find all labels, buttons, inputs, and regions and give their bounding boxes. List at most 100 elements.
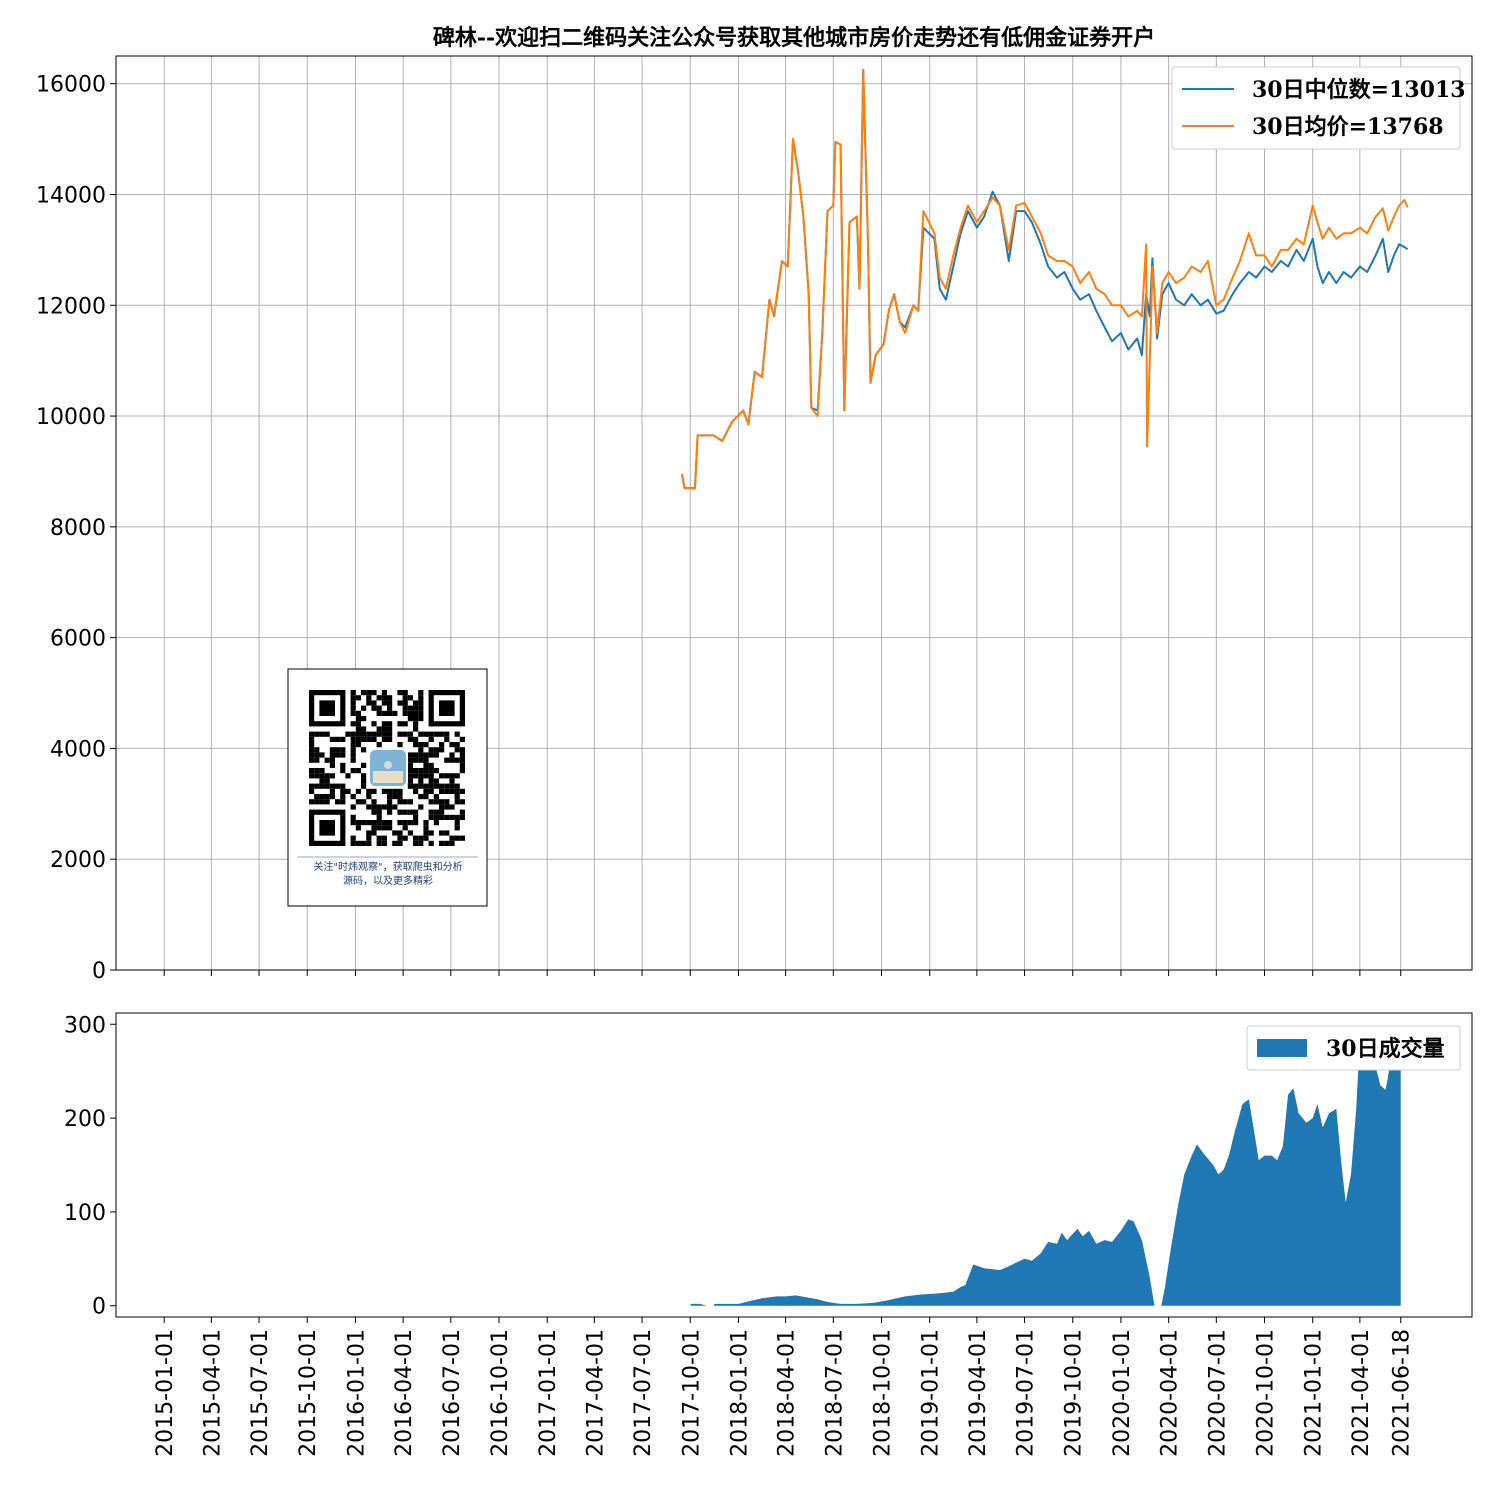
qr-module — [407, 705, 413, 711]
qr-module — [397, 721, 403, 727]
qr-module — [361, 747, 367, 753]
qr-module — [314, 799, 320, 805]
bottom-x-tick-label: 2016-07-01 — [440, 1329, 465, 1457]
qr-module — [407, 830, 413, 836]
qr-module — [407, 716, 413, 722]
qr-module — [314, 747, 320, 753]
qr-module — [418, 695, 424, 701]
qr-module — [350, 752, 356, 758]
qr-finder-core — [439, 700, 455, 716]
qr-module — [371, 736, 377, 742]
qr-module — [381, 695, 387, 701]
top-y-tick-label: 16000 — [36, 73, 106, 98]
qr-module — [314, 757, 320, 763]
bottom-x-tick-label: 2019-10-01 — [1062, 1329, 1087, 1457]
qr-avatar-beach-icon — [373, 771, 403, 783]
bottom-legend: 30日成交量 — [1246, 1025, 1461, 1071]
qr-module — [433, 783, 439, 789]
qr-module — [314, 773, 320, 779]
qr-module — [418, 783, 424, 789]
qr-module — [449, 783, 455, 789]
qr-module — [413, 716, 419, 722]
qr-module — [309, 731, 315, 737]
qr-module — [361, 840, 367, 846]
qr-module — [381, 825, 387, 831]
qr-module — [407, 736, 413, 742]
qr-code-image — [309, 690, 465, 846]
qr-module — [449, 835, 455, 841]
qr-module — [319, 768, 325, 774]
qr-module — [418, 731, 424, 737]
qr-module — [355, 695, 361, 701]
qr-module — [366, 804, 372, 810]
bottom-x-tick-label: 2018-04-01 — [775, 1329, 800, 1457]
qr-module — [402, 825, 408, 831]
bottom-x-tick-label: 2016-01-01 — [344, 1329, 369, 1457]
bottom-x-tick-label: 2015-01-01 — [153, 1329, 178, 1457]
qr-module — [387, 794, 393, 800]
qr-module — [392, 710, 398, 716]
top-y-axis: 0 2000 4000 6000 8000 10000 12000 14000 16000 — [36, 73, 116, 984]
bottom-x-tick-label: 2020-04-01 — [1158, 1329, 1183, 1457]
bottom-x-tick-label: 2021-04-01 — [1349, 1329, 1374, 1457]
qr-module — [454, 742, 460, 748]
qr-module — [355, 726, 361, 732]
qr-module — [309, 788, 315, 794]
qr-module — [361, 820, 367, 826]
qr-module — [335, 752, 341, 758]
qr-module — [309, 768, 315, 774]
qr-module — [413, 820, 419, 826]
qr-module — [423, 835, 429, 841]
qr-module — [355, 731, 361, 737]
qr-module — [413, 710, 419, 716]
qr-module — [402, 690, 408, 696]
qr-module — [329, 736, 335, 742]
qr-module — [423, 762, 429, 768]
qr-module — [355, 716, 361, 722]
qr-module — [423, 757, 429, 763]
qr-module — [454, 794, 460, 800]
qr-module — [361, 778, 367, 784]
qr-module — [381, 736, 387, 742]
qr-module — [413, 757, 419, 763]
qr-module — [423, 731, 429, 737]
qr-module — [392, 804, 398, 810]
bottom-y-tick-label: 0 — [92, 1295, 106, 1320]
qr-module — [381, 731, 387, 737]
qr-module — [319, 752, 325, 758]
qr-module — [459, 835, 465, 841]
qr-module — [428, 778, 434, 784]
qr-module — [418, 705, 424, 711]
qr-module — [444, 731, 450, 737]
qr-module — [454, 825, 460, 831]
qr-code-card: 关注"时炜观察"，获取爬虫和分析 源码，以及更多精彩 — [287, 668, 488, 907]
qr-module — [319, 783, 325, 789]
qr-module — [376, 804, 382, 810]
bottom-y-tick-label: 100 — [64, 1201, 106, 1226]
qr-module — [345, 773, 351, 779]
qr-module — [407, 768, 413, 774]
qr-module — [340, 799, 346, 805]
qr-module — [397, 820, 403, 826]
qr-module — [371, 721, 377, 727]
qr-module — [413, 783, 419, 789]
bottom-x-tick-label: 2021-01-01 — [1302, 1329, 1327, 1457]
qr-module — [449, 742, 455, 748]
qr-module — [407, 809, 413, 815]
qr-module — [418, 840, 424, 846]
qr-module — [413, 742, 419, 748]
qr-module — [361, 736, 367, 742]
bottom-x-tick-label: 2017-07-01 — [631, 1329, 656, 1457]
qr-module — [340, 736, 346, 742]
qr-module — [376, 726, 382, 732]
top-legend: 30日中位数=13013 30日均价=13768 — [1171, 66, 1466, 150]
qr-module — [350, 814, 356, 820]
qr-module — [361, 690, 367, 696]
qr-module — [329, 757, 335, 763]
qr-module — [402, 700, 408, 706]
qr-module — [407, 752, 413, 758]
qr-module — [418, 773, 424, 779]
bottom-x-tick-label: 2016-10-01 — [488, 1329, 513, 1457]
qr-module — [439, 814, 445, 820]
bottom-x-tick-label: 2019-07-01 — [1014, 1329, 1039, 1457]
